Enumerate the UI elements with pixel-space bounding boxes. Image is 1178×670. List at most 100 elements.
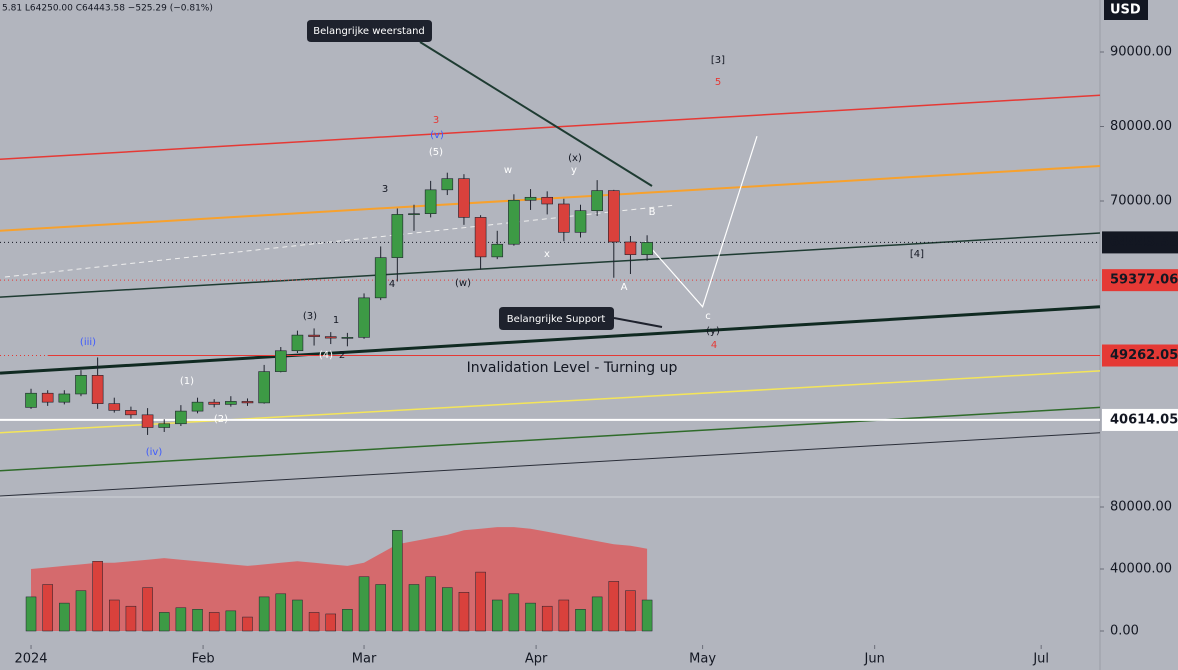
volume-bar: [458, 592, 470, 632]
candle-body: [424, 189, 437, 214]
level-label: 40614.05: [1110, 412, 1178, 427]
volume-bar: [575, 609, 586, 632]
y-tick-label: 80000.00: [1110, 119, 1172, 134]
candle-body: [91, 375, 104, 404]
volume-bar: [558, 599, 570, 632]
wave-label: (3): [303, 311, 317, 322]
volume-bar: [225, 610, 237, 632]
callout-pointer: [613, 317, 663, 328]
candle-body: [508, 199, 520, 245]
volume-bar: [175, 607, 187, 632]
wave-label: (x): [568, 153, 582, 164]
volume-bar: [392, 529, 403, 632]
candle-body: [624, 241, 637, 255]
candle-body: [374, 257, 387, 299]
level-box: [1102, 269, 1178, 292]
wave-label: 5: [715, 77, 721, 88]
volume-bar: [242, 616, 253, 632]
wave-label: (v): [430, 130, 444, 141]
y-tick-label: 90000.00: [1110, 45, 1172, 60]
candle-body: [358, 297, 370, 338]
volume-pane: [25, 527, 653, 632]
x-tick-label: Apr: [525, 652, 548, 667]
wave-label: w: [504, 165, 512, 176]
candle-body: [524, 196, 537, 201]
wave-label: A: [621, 282, 628, 293]
candle-body: [241, 401, 254, 404]
candle-body: [458, 178, 470, 218]
volume-tick-label: 0.00: [1110, 624, 1139, 639]
volume-bar: [59, 602, 70, 632]
volume-bar: [292, 599, 303, 632]
wave-label: (y): [706, 326, 720, 337]
wave-label: B: [649, 207, 656, 218]
candle-body: [541, 196, 553, 205]
axis: 90000.00 80000.00 70000.00 80000.00 40000.00…: [14, 45, 1178, 667]
volume-bar: [109, 599, 120, 632]
candle-body: [308, 334, 320, 337]
level-box: [1102, 408, 1178, 431]
trend-line: [0, 232, 1101, 298]
candle-body: [291, 334, 304, 352]
volume-bar: [425, 576, 436, 632]
x-tick-label: Jul: [1032, 652, 1049, 667]
candle-body: [641, 242, 653, 255]
candles: [25, 172, 653, 435]
wave-label: 1: [333, 315, 339, 326]
candle-body: [258, 371, 270, 404]
volume-bar: [42, 584, 53, 632]
x-tick-label: Feb: [192, 652, 215, 667]
wave-label: 3: [382, 184, 388, 195]
volume-bar: [325, 613, 336, 632]
volume-bar: [625, 590, 636, 632]
wave-label: y: [571, 165, 577, 176]
volume-bar: [75, 590, 87, 632]
wave-label: 4: [389, 279, 395, 290]
volume-bar: [125, 605, 137, 632]
volume-bar: [641, 599, 653, 632]
ohlc-header: 5.81 L64250.00 C64443.58 −525.29 (−0.81%…: [2, 4, 213, 14]
candle-body: [558, 203, 570, 233]
candle-body: [441, 178, 454, 191]
callout-text: Belangrijke Support: [507, 314, 606, 325]
candle-body: [408, 213, 420, 215]
volume-bar: [591, 596, 603, 632]
wave-label: (2): [214, 414, 228, 425]
callout-box: [499, 307, 614, 330]
trend-line: [644, 136, 758, 308]
candle-body: [341, 337, 354, 339]
candle-body: [141, 414, 154, 428]
level-box: [1102, 344, 1178, 367]
volume-bar: [308, 612, 320, 632]
trend-line: [0, 406, 1101, 472]
wave-label: c: [705, 311, 711, 322]
x-tick-label: Jun: [864, 652, 885, 667]
level-label: 59377.06: [1110, 273, 1178, 288]
candle-body: [58, 393, 71, 403]
wave-label: (w): [455, 278, 471, 289]
candle-body: [108, 403, 121, 411]
x-tick-label: 2024: [14, 652, 47, 667]
candle-body: [491, 243, 504, 258]
volume-bar: [408, 584, 420, 632]
level-label: 64443.58: [1110, 235, 1178, 250]
candle-body: [25, 392, 37, 408]
wave-label: (iv): [146, 447, 163, 458]
level-box: [1102, 231, 1178, 254]
wave-label: x: [544, 249, 550, 260]
wave-label: 4: [711, 340, 717, 351]
volume-bar: [375, 584, 386, 632]
volume-bar: [541, 605, 553, 632]
volume-bar: [342, 609, 353, 632]
candle-body: [474, 217, 487, 258]
callout-box: [307, 20, 432, 42]
callout-pointer: [419, 41, 653, 187]
volume-bar: [142, 587, 153, 632]
volume-bar: [25, 596, 37, 632]
volume-bar: [208, 612, 220, 632]
volume-bar: [608, 581, 620, 632]
candle-body: [274, 350, 287, 372]
candle-body: [125, 410, 137, 416]
wave-label: (5): [429, 147, 443, 158]
volume-bar: [508, 593, 520, 632]
